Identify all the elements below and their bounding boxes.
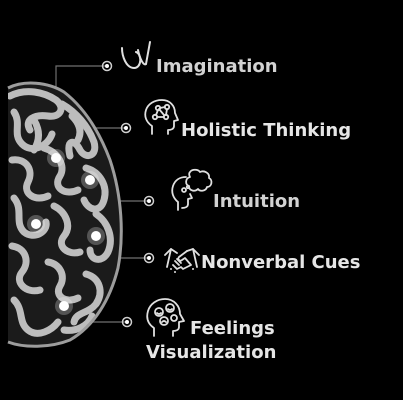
head-thought-icon: [171, 168, 213, 211]
head-emotions-icon: [146, 298, 185, 337]
label-intuition: Intuition: [213, 191, 301, 212]
brain-half-icon: [7, 81, 123, 348]
handshake-icon: [164, 248, 200, 273]
item-bullets: [101, 60, 155, 328]
label-imagination: Imagination: [156, 56, 278, 77]
head-network-icon: [144, 99, 179, 135]
label-nonverbal-cues: Nonverbal Cues: [201, 252, 361, 273]
label-feelings: Feelings: [190, 318, 275, 339]
imagination-icon: [121, 41, 151, 70]
label-visualization: Visualization: [146, 342, 277, 363]
label-holistic-thinking: Holistic Thinking: [181, 120, 352, 141]
